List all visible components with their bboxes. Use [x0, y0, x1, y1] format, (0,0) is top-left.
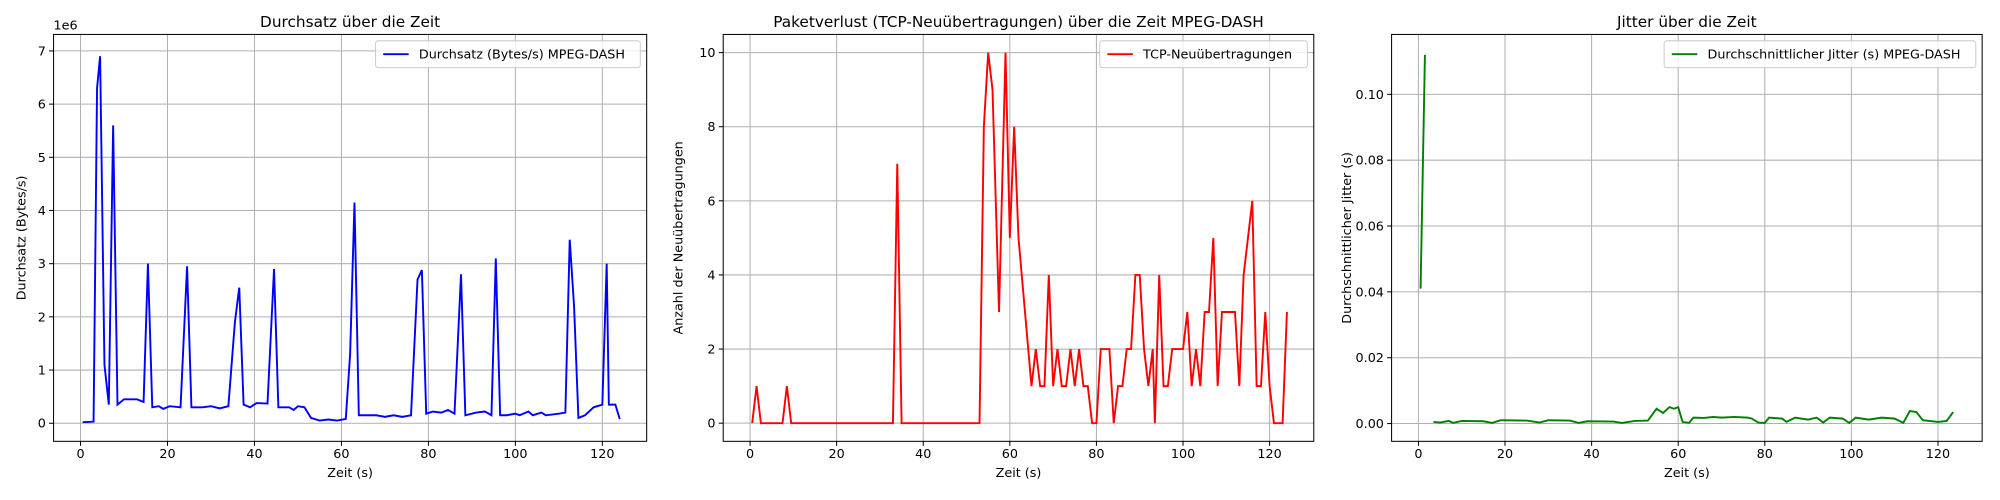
axes-frame	[722, 33, 1315, 442]
x-tick-label: 80	[1757, 447, 1773, 462]
y-axis-label: Anzahl der Neuübertragungen	[671, 141, 686, 334]
y-offset-label: 1e6	[54, 18, 78, 33]
y-axis-label: Durchschnittlicher Jitter (s)	[1340, 152, 1355, 324]
legend-label: Durchschnittlicher Jitter (s) MPEG-DASH	[1708, 48, 1961, 63]
y-tick-label: 1	[38, 364, 46, 379]
axes-frame	[53, 33, 648, 442]
chart-title: Durchsatz über die Zeit	[260, 13, 440, 31]
x-tick-label: 80	[1088, 447, 1104, 462]
plot-area	[751, 52, 1288, 425]
y-tick-label: 5	[38, 151, 46, 166]
legend: Durchsatz (Bytes/s) MPEG-DASH	[375, 40, 641, 69]
y-tick-label: 6	[707, 194, 715, 209]
data-line	[1419, 54, 1954, 425]
x-tick-label: 100	[503, 447, 527, 462]
y-tick-label: 10	[699, 46, 715, 61]
x-tick-label: 0	[76, 447, 84, 462]
y-tick-label: 4	[707, 268, 715, 283]
x-tick-label: 120	[1257, 447, 1281, 462]
y-tick-label: 0.10	[1356, 88, 1384, 103]
data-line	[82, 56, 621, 424]
axes-frame	[1391, 33, 1983, 442]
x-tick-label: 0	[746, 447, 754, 462]
x-tick-label: 120	[1926, 447, 1950, 462]
x-tick-label: 40	[915, 447, 931, 462]
x-tick-label: 20	[829, 447, 845, 462]
x-tick-label: 60	[333, 447, 349, 462]
y-tick-label: 8	[707, 120, 715, 135]
data-line	[751, 52, 1288, 425]
x-axis-label: Zeit (s)	[1664, 466, 1710, 481]
subplot: 0 20 40 60 80 100 120 0 2 4 6 8 10 Paketverlust (TCP-…	[671, 13, 1315, 481]
x-tick-label: 40	[246, 447, 262, 462]
y-tick-label: 0.04	[1356, 285, 1384, 300]
legend-frame	[375, 40, 641, 69]
x-tick-label: 100	[1839, 447, 1863, 462]
subplot: 0 20 40 60 80 100 120 0.00 0.02 0.04 0.06 0.08 0.10 J…	[1340, 13, 1983, 481]
x-tick-label: 80	[420, 447, 436, 462]
y-axis-label: Durchsatz (Bytes/s)	[15, 175, 30, 300]
x-axis-label: Zeit (s)	[996, 466, 1042, 481]
x-tick-label: 0	[1414, 447, 1422, 462]
x-tick-label: 40	[1583, 447, 1599, 462]
y-tick-label: 0.00	[1356, 417, 1384, 432]
legend-frame	[1099, 40, 1308, 69]
chart-title: Paketverlust (TCP-Neuübertragungen) über…	[773, 13, 1264, 31]
x-tick-label: 60	[1670, 447, 1686, 462]
y-tick-label: 0.08	[1356, 154, 1384, 169]
y-tick-label: 6	[38, 98, 46, 113]
y-tick-label: 0.02	[1356, 351, 1384, 366]
plot-area	[82, 56, 621, 424]
legend: Durchschnittlicher Jitter (s) MPEG-DASH	[1663, 40, 1977, 69]
y-tick-label: 0	[38, 417, 46, 432]
y-tick-label: 0.06	[1356, 219, 1384, 234]
y-tick-label: 0	[707, 417, 715, 432]
y-tick-label: 2	[707, 343, 715, 358]
subplot: 0 20 40 60 80 100 120 0 1 2 3 4 5 6 7 Durchsatz über di…	[15, 13, 648, 481]
x-tick-label: 120	[590, 447, 614, 462]
y-tick-label: 7	[38, 44, 46, 59]
legend-label: TCP-Neuübertragungen	[1142, 48, 1292, 63]
y-tick-label: 3	[38, 257, 46, 272]
x-tick-label: 20	[1497, 447, 1513, 462]
legend-frame	[1663, 40, 1977, 69]
legend: TCP-Neuübertragungen	[1099, 40, 1308, 69]
y-tick-label: 4	[38, 204, 46, 219]
plot-area	[1419, 54, 1954, 425]
chart-title: Jitter über die Zeit	[1616, 13, 1757, 31]
x-axis-label: Zeit (s)	[327, 466, 373, 481]
x-tick-label: 100	[1171, 447, 1195, 462]
y-tick-label: 2	[38, 310, 46, 325]
legend-label: Durchsatz (Bytes/s) MPEG-DASH	[419, 48, 625, 63]
x-tick-label: 60	[1002, 447, 1018, 462]
x-tick-label: 20	[159, 447, 175, 462]
